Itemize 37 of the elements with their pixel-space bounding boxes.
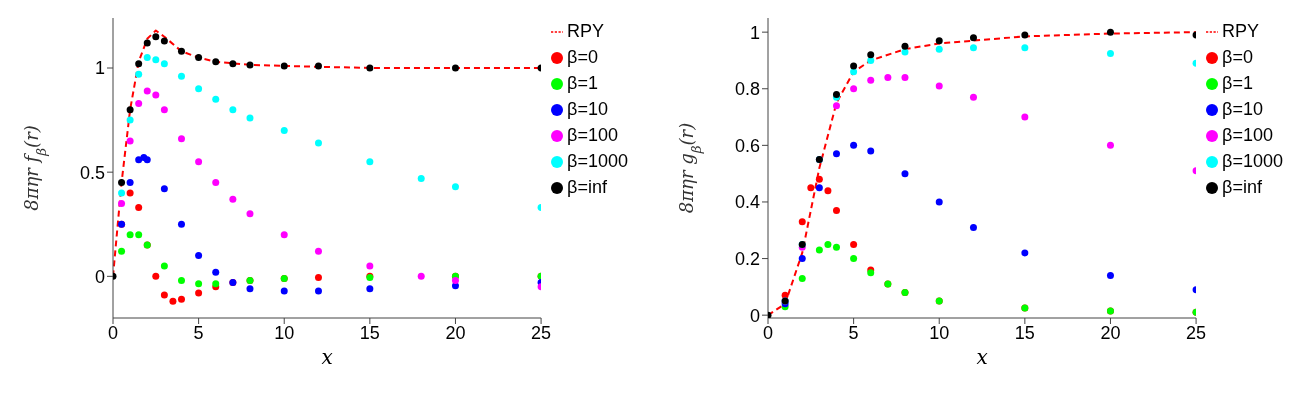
x-tick-label: 5: [193, 322, 204, 343]
legend-label: β=100: [567, 125, 618, 145]
y-tick-label: 0: [749, 305, 760, 326]
legend-label: β=1: [567, 73, 598, 93]
x-tick-label: 20: [1100, 322, 1121, 343]
x-tick-label: 15: [1014, 322, 1035, 343]
x-tick-label: 0: [107, 322, 119, 343]
legend-label: β=100: [1222, 125, 1273, 145]
x-tick-label: 20: [445, 322, 466, 343]
legend-label: RPY: [567, 21, 605, 41]
x-tick-label: 15: [359, 322, 380, 343]
x-tick-label: 5: [848, 322, 859, 343]
legend-label: RPY: [1222, 21, 1260, 41]
x-tick-label: 0: [762, 322, 774, 343]
legend-label: β=1000: [1222, 151, 1283, 171]
x-tick-label: 10: [929, 322, 950, 343]
legend-label: β=inf: [567, 177, 607, 197]
x-tick-label: 25: [1186, 322, 1207, 343]
legend-label: β=0: [1222, 47, 1253, 67]
y-tick-label: 1: [749, 22, 760, 43]
x-tick-label: 25: [531, 322, 552, 343]
legend-label: β=10: [1222, 99, 1263, 119]
y-tick-label: 0.8: [734, 79, 760, 100]
y-tick-label: 0.5: [79, 162, 105, 183]
y-tick-label: 1: [94, 58, 105, 79]
y-tick-label: 0: [94, 266, 105, 287]
y-tick-label: 0.6: [734, 135, 760, 156]
legend-label: β=10: [567, 99, 608, 119]
legend-label: β=0: [567, 47, 598, 67]
legend-label: β=1: [1222, 73, 1253, 93]
y-tick-label: 0.2: [734, 248, 760, 269]
y-tick-label: 0.4: [734, 192, 760, 213]
legend-label: β=1000: [567, 151, 628, 171]
x-tick-label: 10: [274, 322, 295, 343]
x-axis-title: x: [976, 345, 988, 370]
x-axis-title: x: [321, 345, 333, 370]
legend-label: β=inf: [1222, 177, 1262, 197]
